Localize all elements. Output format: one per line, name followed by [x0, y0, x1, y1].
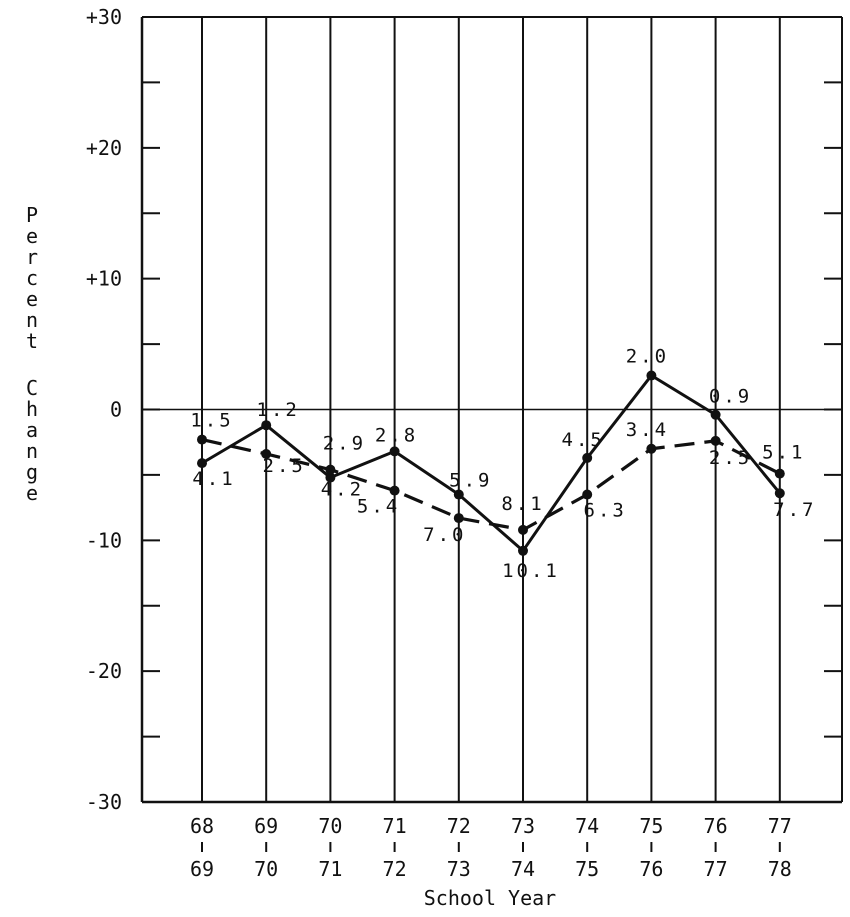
data-label: 1.2 [257, 399, 300, 421]
dashed-series-point [325, 464, 336, 475]
y-axis-title-letter: e [26, 287, 38, 311]
dashed-series-point [774, 468, 785, 479]
series-layer [197, 370, 785, 556]
solid-series-point [518, 545, 528, 556]
x-tick-label-bottom: 74 [511, 857, 535, 881]
y-axis-title-letter: e [26, 481, 38, 505]
solid-series-point [646, 370, 657, 381]
data-label: 7.7 [773, 499, 816, 521]
y-axis-title-letter: n [26, 308, 38, 332]
dashed-series-point [518, 524, 528, 535]
solid-series-point [389, 446, 400, 457]
x-tick-label-bottom: 75 [575, 857, 599, 881]
data-label: 5.1 [762, 442, 805, 464]
solid-series-point [197, 458, 207, 469]
x-tick-label-top: 69 [254, 814, 278, 838]
axes [140, 16, 843, 804]
x-tick-label-top: 75 [639, 814, 663, 838]
y-axis-title-letter: g [26, 460, 38, 484]
data-label: 6.3 [584, 500, 627, 522]
x-tick-label-top: 74 [575, 814, 599, 838]
y-tick-label: -30 [86, 790, 122, 814]
dashed-series-point [582, 489, 593, 500]
data-label: 4.5 [562, 429, 605, 451]
data-label: 8.1 [501, 493, 544, 515]
data-label: 1.5 [190, 410, 233, 432]
data-label: 0.9 [709, 386, 752, 408]
y-tick-label: -20 [86, 659, 122, 683]
x-tick-label-bottom: 76 [639, 857, 663, 881]
y-tick-label: -10 [86, 528, 122, 552]
solid-series-point [710, 409, 721, 420]
data-label: 5.9 [449, 470, 492, 492]
dashed-series-point [646, 443, 657, 454]
data-label: 3.4 [626, 419, 669, 441]
y-axis-title-letter: c [26, 266, 38, 290]
x-tick-label-bottom: 77 [704, 857, 728, 881]
data-label: 2.9 [323, 433, 366, 455]
x-tick-label-bottom: 78 [768, 857, 792, 881]
data-label: 2.0 [626, 345, 669, 367]
solid-series-point [774, 488, 785, 499]
data-label: 2.5 [709, 447, 752, 469]
dashed-series-line [201, 438, 781, 532]
x-tick-label-top: 72 [447, 814, 471, 838]
y-axis-title-letter: t [26, 329, 38, 353]
solid-series-point [453, 489, 464, 500]
tick-labels: +30 +20 +10 0 -10 -20 -30 68 69 69 70 70 71 71 72 72 73 7… [86, 5, 792, 881]
data-label: 4.2 [321, 479, 364, 501]
y-axis-title-letter: C [26, 376, 38, 400]
x-tick-label-top: 68 [190, 814, 214, 838]
y-axis-title-letter: a [26, 418, 38, 442]
y-axis-title-letter: r [26, 245, 38, 269]
y-axis-title-letter: n [26, 439, 38, 463]
y-tick-label: 0 [110, 398, 122, 422]
x-tick-label-top: 77 [768, 814, 792, 838]
y-tick-label: +10 [86, 267, 122, 291]
y-axis-title-letter: P [26, 203, 38, 227]
data-labels: 4.1 1.2 4.2 2.8 5.9 10.1 4.5 2.0 0.9 7.7 1.5 2.5 2.9… [190, 345, 816, 582]
y-tick-label: +30 [86, 5, 122, 29]
y-axis-title-letter: h [26, 397, 38, 421]
data-label: 4.1 [192, 468, 235, 490]
solid-series-point [261, 420, 272, 431]
x-tick-label-bottom: 71 [318, 857, 342, 881]
dashed-series-point [710, 435, 721, 446]
solid-series-point [325, 472, 336, 483]
x-tick-label-top: 71 [383, 814, 407, 838]
x-tick-label-top: 76 [704, 814, 728, 838]
x-tick-label-bottom: 72 [383, 857, 407, 881]
y-tick-label: +20 [86, 136, 122, 160]
data-label: 2.8 [375, 424, 418, 446]
dashed-series-point [261, 448, 272, 459]
data-label: 2.5 [263, 455, 306, 477]
x-tick-label-bottom: 70 [254, 857, 278, 881]
solid-series-point [582, 452, 593, 463]
data-label: 5.4 [357, 496, 400, 518]
dashed-series-point [197, 434, 207, 445]
data-label: 10.1 [502, 560, 560, 582]
x-axis-title: School Year [424, 886, 556, 910]
dashed-series-point [453, 513, 464, 524]
x-tick-label-top: 70 [318, 814, 342, 838]
dashed-series-point [389, 485, 400, 496]
data-label: 7.0 [423, 524, 466, 546]
x-tick-label-bottom: 73 [447, 857, 471, 881]
y-axis-title-letter: e [26, 224, 38, 248]
x-tick-label-bottom: 69 [190, 857, 214, 881]
x-tick-label-top: 73 [511, 814, 535, 838]
